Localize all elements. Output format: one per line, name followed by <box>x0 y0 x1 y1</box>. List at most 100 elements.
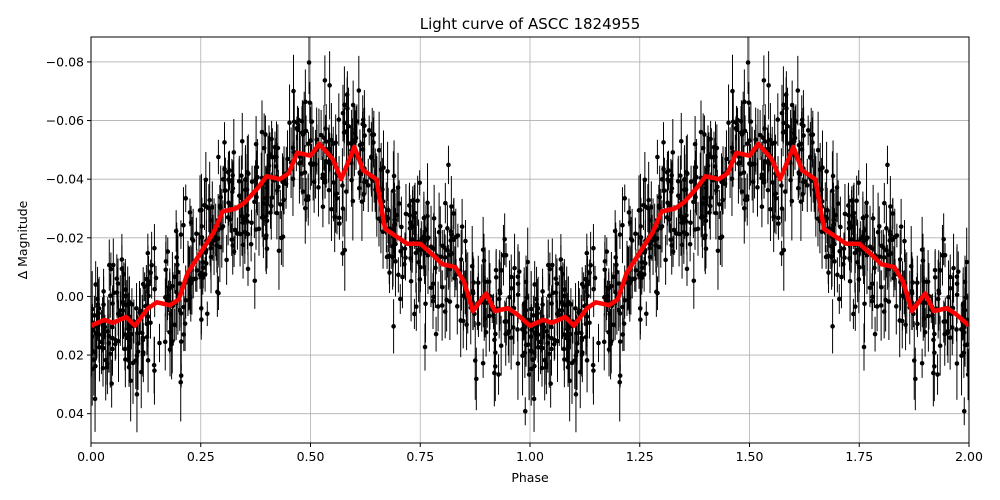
data-point <box>268 210 273 215</box>
data-point <box>836 296 842 302</box>
data-point <box>194 231 199 237</box>
data-point <box>902 238 907 244</box>
data-point <box>422 344 428 350</box>
data-point <box>915 321 920 327</box>
data-point <box>128 378 133 384</box>
data-point <box>342 120 347 126</box>
data-point <box>888 204 893 209</box>
data-point <box>942 331 948 337</box>
data-point <box>656 244 662 250</box>
data-point <box>437 223 443 229</box>
data-point <box>259 129 265 135</box>
data-point <box>548 381 553 386</box>
data-point <box>153 275 159 281</box>
data-point <box>759 175 764 181</box>
data-point <box>628 236 634 242</box>
data-point <box>322 180 328 185</box>
data-point <box>742 197 748 203</box>
data-point <box>276 248 282 254</box>
data-point <box>930 312 935 318</box>
data-point <box>222 166 227 172</box>
data-point <box>793 119 799 124</box>
data-point <box>134 306 139 311</box>
data-point <box>230 173 235 178</box>
data-point <box>112 341 118 347</box>
data-point <box>323 126 328 131</box>
x-tick-label: 0.00 <box>77 449 105 464</box>
data-point <box>344 129 349 134</box>
data-point <box>804 183 810 188</box>
data-point <box>178 232 184 237</box>
data-point <box>433 331 439 337</box>
data-point <box>149 262 154 268</box>
data-point <box>678 138 684 144</box>
data-point <box>492 370 497 376</box>
data-point <box>181 304 187 310</box>
data-point <box>573 306 578 311</box>
data-point <box>614 269 620 275</box>
data-point <box>281 197 286 203</box>
data-point <box>602 259 608 264</box>
data-point <box>316 185 321 190</box>
data-point <box>854 198 859 204</box>
data-point <box>470 288 476 294</box>
data-point <box>145 314 151 319</box>
data-point <box>617 339 623 344</box>
data-point <box>127 334 132 339</box>
data-point <box>761 180 767 185</box>
data-point <box>249 179 255 185</box>
data-point <box>781 120 786 126</box>
data-point <box>779 183 784 188</box>
data-point <box>239 138 245 144</box>
data-point <box>951 265 956 271</box>
data-point <box>204 311 210 317</box>
data-point <box>111 262 116 268</box>
data-point <box>144 334 150 340</box>
data-point <box>157 340 162 346</box>
data-point <box>423 301 428 307</box>
chart-title: Light curve of ASCC 1824955 <box>420 15 641 33</box>
data-point <box>114 276 120 281</box>
data-point <box>955 269 961 274</box>
data-point <box>223 188 228 193</box>
data-point <box>245 266 251 272</box>
data-point <box>476 321 481 327</box>
data-point <box>253 227 259 232</box>
data-point <box>878 284 884 290</box>
data-point <box>526 372 532 377</box>
data-point <box>295 120 300 126</box>
data-point <box>252 199 257 205</box>
data-point <box>175 269 181 275</box>
y-tick-label: 0.00 <box>56 289 84 304</box>
data-point <box>702 235 708 241</box>
data-point <box>108 266 114 272</box>
data-point <box>178 339 184 344</box>
data-point <box>870 294 875 300</box>
data-point <box>376 147 382 153</box>
data-point <box>407 220 413 225</box>
data-point <box>893 304 899 309</box>
data-point <box>219 226 225 231</box>
data-point <box>525 259 531 265</box>
data-point <box>913 376 918 382</box>
data-point <box>412 311 417 317</box>
data-point <box>423 227 429 233</box>
data-point <box>110 324 115 330</box>
data-point <box>584 358 590 363</box>
data-point <box>387 270 392 275</box>
data-point <box>964 259 969 265</box>
data-point <box>642 177 648 183</box>
data-point <box>718 235 723 241</box>
data-point <box>449 204 454 209</box>
y-tick-label: −0.04 <box>46 172 84 187</box>
data-point <box>177 281 183 286</box>
data-point <box>318 132 324 138</box>
data-point <box>487 313 492 319</box>
data-point <box>946 295 951 300</box>
data-point <box>458 257 464 262</box>
data-point <box>135 349 141 354</box>
data-point <box>773 196 779 201</box>
data-point <box>609 283 614 289</box>
data-point <box>908 263 914 269</box>
data-point <box>531 313 536 318</box>
